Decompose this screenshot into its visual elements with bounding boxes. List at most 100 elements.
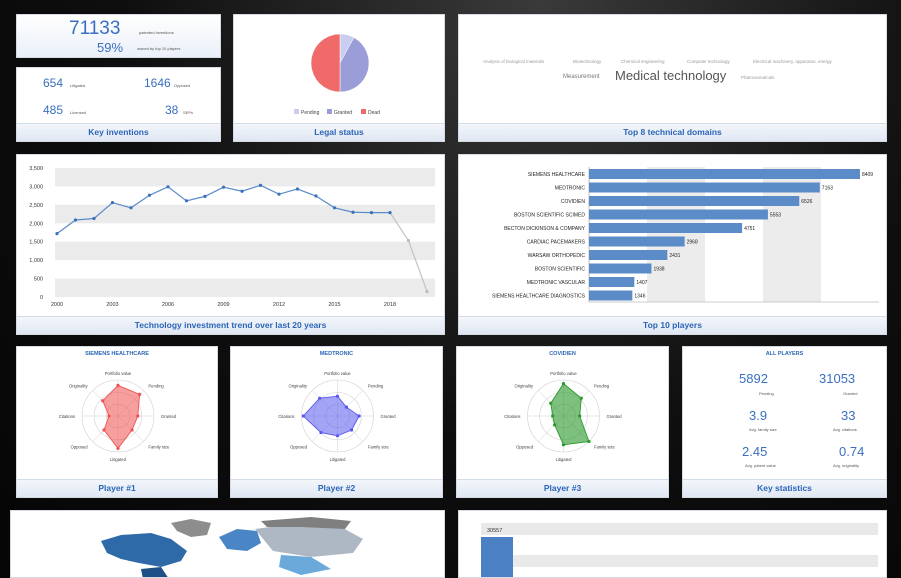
radar-point[interactable] [335, 434, 340, 438]
domain-chemical-engineering[interactable]: Chemical engineering [621, 59, 665, 64]
bar[interactable] [589, 250, 668, 260]
all-players-title: ALL PLAYERS [765, 351, 804, 357]
trend-point[interactable] [351, 210, 355, 214]
radar-point[interactable] [344, 405, 349, 409]
radar-point[interactable] [578, 414, 582, 418]
trend-point[interactable] [110, 201, 115, 205]
legal-status-title: Legal status [234, 123, 444, 141]
pie-slice-dead[interactable] [310, 33, 341, 93]
trend-point[interactable] [277, 192, 281, 196]
x-tick-label: 2015 [328, 302, 340, 308]
bar[interactable] [589, 196, 800, 206]
bottom-bar-panel[interactable]: 30557 [458, 510, 887, 578]
key-statistics-panel[interactable]: ALL PLAYERS 5892 Pending 31053 Granted 3… [682, 346, 887, 498]
radar-point[interactable] [561, 443, 566, 447]
legal-status-pie: Pending Granted Dead [294, 33, 380, 116]
y-tick-label: 500 [34, 277, 43, 283]
radar-area[interactable] [550, 382, 590, 446]
radar-point[interactable] [116, 383, 120, 387]
player-3-radar: Portfolio value Pending Granted Family size… [504, 371, 622, 462]
grid-band [55, 204, 435, 224]
domain-medical-technology[interactable]: Medical technology [615, 68, 727, 83]
trend-point[interactable] [369, 210, 374, 215]
player-2-radar: Portfolio value Pending Granted Family size… [278, 371, 396, 462]
player-3-panel[interactable]: COVIDIEN Portfolio value Pending Granted Fa… [456, 346, 669, 498]
player-2-panel[interactable]: MEDTRONIC Portfolio value Pending Granted F… [230, 346, 443, 498]
trend-point[interactable] [55, 232, 59, 236]
radar-point[interactable] [318, 396, 322, 400]
bar[interactable] [589, 182, 820, 193]
trend-point[interactable] [425, 289, 429, 294]
pie-slice-granted[interactable] [339, 37, 370, 93]
radar-point[interactable] [349, 428, 354, 432]
radar-point[interactable] [136, 414, 140, 418]
radar-point[interactable] [579, 396, 583, 400]
trend-point[interactable] [258, 183, 263, 187]
bar[interactable] [589, 236, 685, 247]
domain-biological-materials[interactable]: Analysis of biological materials [483, 59, 545, 64]
owned-percentage: 59% [97, 40, 124, 55]
stat-citations-label: Avg. citations [833, 427, 857, 432]
bar[interactable] [589, 169, 860, 179]
bar[interactable] [589, 263, 652, 274]
tech-domains-panel[interactable]: Analysis of biological materials Biotech… [458, 14, 887, 142]
bar[interactable] [589, 209, 768, 220]
radar-point[interactable] [130, 428, 134, 432]
trend-point[interactable] [240, 189, 244, 193]
world-map-panel[interactable] [10, 510, 445, 578]
bar[interactable] [589, 223, 743, 233]
trend-point[interactable] [73, 218, 78, 222]
trend-panel[interactable]: 3,500 3,000 2,500 2,000 1,500 1,000 500 0 2000 2… [16, 154, 445, 335]
litigated-count: 654 [43, 76, 64, 90]
radar-point[interactable] [587, 439, 591, 444]
domain-computer-technology[interactable]: Computer technology [687, 59, 730, 64]
radar-point[interactable] [116, 446, 120, 450]
trend-point[interactable] [129, 206, 133, 210]
radar-point[interactable] [101, 399, 105, 403]
trend-point[interactable] [92, 216, 96, 221]
trend-point[interactable] [166, 185, 170, 189]
top-players-title: Top 10 players [459, 316, 886, 334]
trend-point[interactable] [295, 187, 300, 191]
key-inventions-panel[interactable]: 654 Litigated 1646 Opposed 485 Licensed … [16, 67, 221, 142]
bar[interactable] [589, 277, 635, 287]
radar-point[interactable] [335, 394, 340, 398]
player-1-panel[interactable]: SIEMENS HEALTHCARE Portfolio value Pendin… [16, 346, 218, 498]
grid-band [55, 168, 435, 187]
legend-swatch-pending [294, 109, 299, 114]
bar[interactable] [589, 290, 633, 301]
trend-point[interactable] [184, 199, 189, 203]
domain-pharmaceuticals[interactable]: Pharmaceuticals [741, 75, 775, 80]
player-2-name: MEDTRONIC [319, 351, 354, 357]
x-tick-label: 2003 [106, 302, 118, 308]
bar-category-label: BOSTON SCIENTIFIC [535, 267, 586, 273]
radar-point[interactable] [107, 414, 111, 418]
radar-point[interactable] [301, 414, 305, 418]
trend-point[interactable] [314, 194, 318, 198]
radar-point[interactable] [102, 428, 106, 432]
trend-point[interactable] [221, 185, 226, 189]
radar-point[interactable] [561, 382, 566, 386]
top-players-panel[interactable]: SIEMENS HEALTHCARE 8409 MEDTRONIC 7163 COVID… [458, 154, 887, 335]
licensed-count: 485 [43, 103, 64, 117]
world-map [101, 517, 363, 577]
radar-point[interactable] [357, 414, 361, 418]
domain-electrical-machinery[interactable]: Electrical machinery, apparatus, energy [753, 59, 832, 64]
trend-point[interactable] [406, 239, 411, 243]
radar-point[interactable] [319, 430, 323, 435]
radar-point[interactable] [138, 392, 142, 396]
bottom-bar-mark[interactable] [481, 537, 513, 577]
radar-point[interactable] [551, 414, 555, 418]
trend-point[interactable] [147, 193, 152, 197]
trend-point[interactable] [203, 194, 207, 198]
radar-point[interactable] [549, 401, 553, 405]
domain-measurement[interactable]: Measurement [563, 74, 600, 80]
domain-biotechnology[interactable]: Biotechnology [573, 59, 602, 64]
trend-point[interactable] [332, 206, 337, 210]
radar-axis-label: Opposed [290, 444, 308, 449]
trend-point[interactable] [388, 210, 392, 215]
legal-status-panel[interactable]: Pending Granted Dead Legal status [233, 14, 445, 142]
bottom-bar-label: 30557 [487, 528, 503, 534]
player-3-footer: Player #3 [457, 479, 668, 497]
radar-point[interactable] [552, 423, 557, 427]
